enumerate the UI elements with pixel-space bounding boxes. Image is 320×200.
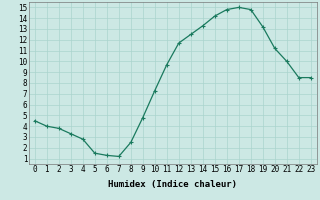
X-axis label: Humidex (Indice chaleur): Humidex (Indice chaleur) (108, 180, 237, 189)
